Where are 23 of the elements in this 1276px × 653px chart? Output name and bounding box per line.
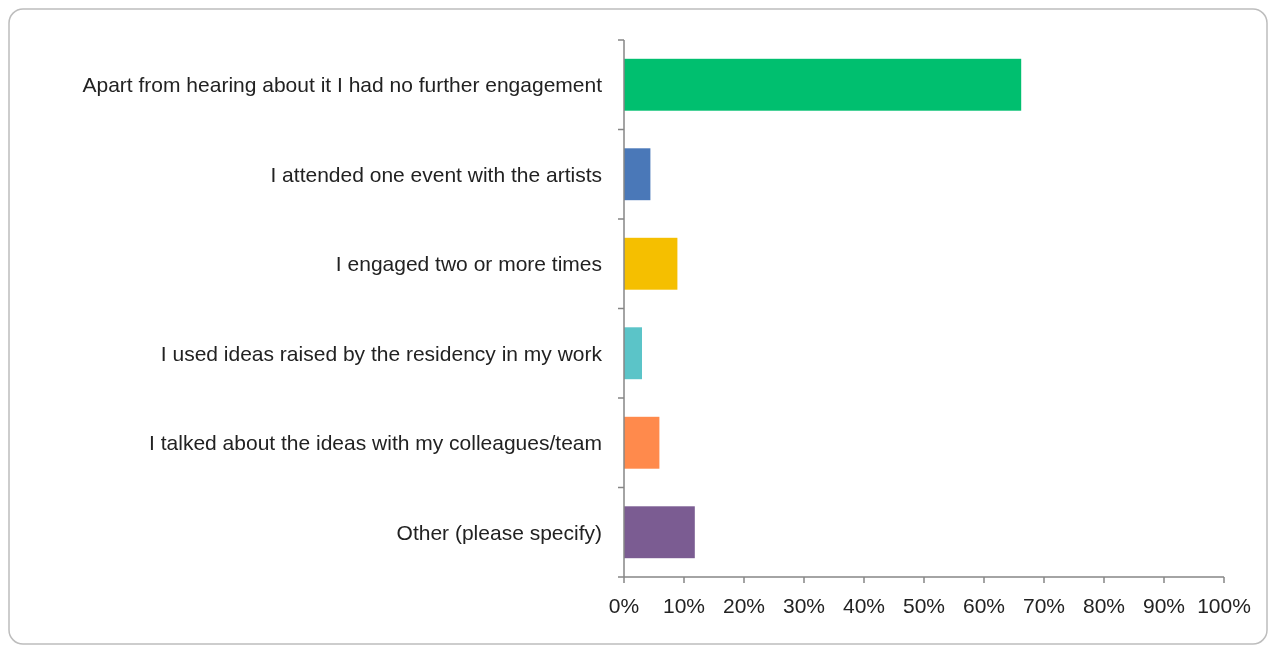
- bar: [624, 237, 678, 290]
- x-tick-label: 70%: [1022, 594, 1066, 617]
- bar: [624, 327, 642, 380]
- x-tick-label: 20%: [722, 594, 766, 617]
- y-tick-label: I engaged two or more times: [335, 252, 602, 276]
- x-tick-label: 50%: [902, 594, 946, 617]
- y-tick-label: I attended one event with the artists: [270, 162, 602, 186]
- y-tick-label: Other (please specify): [396, 520, 602, 544]
- x-tick-label: 40%: [842, 594, 886, 617]
- x-tick-label: 0%: [608, 594, 640, 617]
- x-tick-label: 90%: [1142, 594, 1186, 617]
- bar: [624, 148, 651, 201]
- x-tick-label: 30%: [782, 594, 826, 617]
- bar: [624, 416, 660, 469]
- y-tick-label: I talked about the ideas with my colleagues/team: [149, 431, 602, 455]
- y-tick-label: Apart from hearing about it I had no further engagement: [82, 73, 603, 97]
- bar: [624, 506, 695, 559]
- y-tick-label: I used ideas raised by the residency in my work: [160, 341, 603, 365]
- x-tick-label: 80%: [1082, 594, 1126, 617]
- x-tick-label: 100%: [1197, 594, 1251, 617]
- x-tick-label: 10%: [662, 594, 706, 617]
- bar: [624, 58, 1022, 111]
- x-tick-label: 60%: [962, 594, 1006, 617]
